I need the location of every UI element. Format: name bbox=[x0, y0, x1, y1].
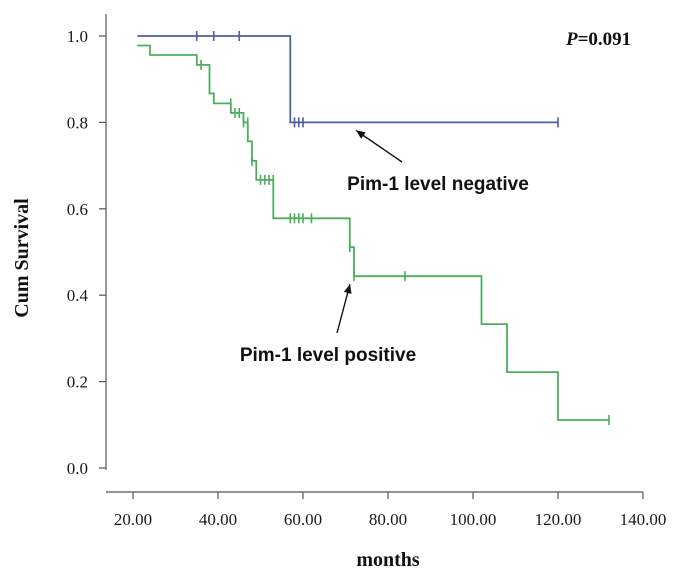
p-value-number: =0.091 bbox=[578, 29, 632, 50]
x-tick-label: 120.00 bbox=[535, 510, 582, 529]
x-tick-label: 80.00 bbox=[369, 510, 407, 529]
curve-pim-1-level-positive bbox=[137, 44, 609, 421]
survival-curves bbox=[137, 31, 610, 426]
y-axis-title: Cum Survival bbox=[11, 198, 33, 318]
y-tick-label: 1.0 bbox=[67, 27, 88, 46]
annotation-arrowhead bbox=[356, 130, 366, 139]
plot-area bbox=[105, 14, 643, 493]
y-tick-label: 0.8 bbox=[67, 113, 88, 132]
y-tick-label: 0.4 bbox=[67, 286, 89, 305]
curve-pim-1-level-negative bbox=[137, 35, 558, 124]
y-axis-ticks: 0.0 0.2 0.4 0.6 0.8 1.0 bbox=[67, 27, 106, 478]
annotation-label: Pim-1 level negative bbox=[347, 174, 529, 195]
annotation-arrow bbox=[355, 129, 403, 163]
x-tick-label: 20.00 bbox=[114, 510, 152, 529]
annotation-arrowhead bbox=[343, 284, 352, 294]
annotations: Pim-1 level negative Pim-1 level positive bbox=[240, 129, 529, 366]
y-tick-label: 0.0 bbox=[67, 459, 88, 478]
annotation-label: Pim-1 level positive bbox=[240, 345, 416, 366]
x-tick-label: 40.00 bbox=[199, 510, 237, 529]
p-value-label: P=0.091 bbox=[565, 29, 631, 50]
x-tick-label: 60.00 bbox=[284, 510, 322, 529]
x-axis-ticks: 20.00 40.00 60.00 80.00 100.00 120.00 140.00 bbox=[114, 492, 667, 529]
x-axis-title: months bbox=[356, 549, 420, 571]
x-tick-label: 140.00 bbox=[620, 510, 667, 529]
p-value-prefix: P bbox=[565, 29, 578, 50]
y-tick-label: 0.2 bbox=[67, 373, 88, 392]
y-tick-label: 0.6 bbox=[67, 200, 88, 219]
x-tick-label: 100.00 bbox=[450, 510, 497, 529]
